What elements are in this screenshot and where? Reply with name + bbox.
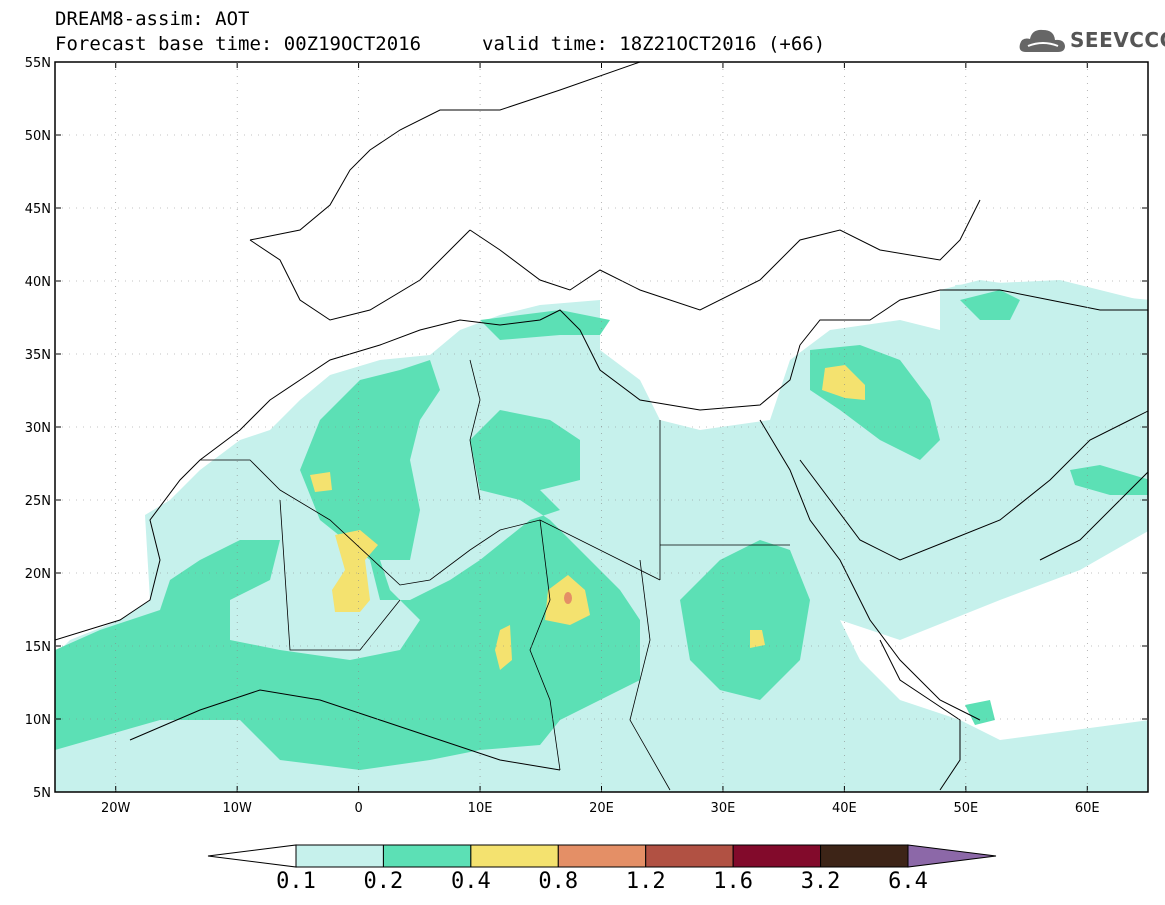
lon-label: 30E <box>711 801 736 816</box>
lon-label: 0 <box>354 801 362 816</box>
colorbar-min-arrow <box>207 844 297 868</box>
colorbar-max-arrow <box>907 844 997 868</box>
lat-label: 20N <box>25 567 51 582</box>
lon-label: 20E <box>589 801 614 816</box>
lat-label: 15N <box>25 640 51 655</box>
lat-label: 50N <box>25 129 51 144</box>
colorbar-box <box>557 844 647 868</box>
lon-label: 50E <box>953 801 978 816</box>
lon-label: 20W <box>101 801 131 816</box>
lat-label: 40N <box>25 275 51 290</box>
lon-label: 10W <box>222 801 252 816</box>
lat-label: 5N <box>33 786 51 801</box>
logo-text: SEEVCCC <box>1070 28 1165 52</box>
colorbar-box <box>820 844 909 868</box>
colorbar-box <box>470 844 559 868</box>
colorbar-box <box>732 844 822 868</box>
lat-label: 55N <box>25 56 51 71</box>
lat-label: 35N <box>25 348 51 363</box>
aot-level-0.4 <box>310 365 865 670</box>
longitude-axis: 20W 10W 0 10E 20E 30E 40E 50E 60E <box>101 62 1100 816</box>
seevccc-logo: SEEVCCC <box>1018 22 1165 58</box>
aot-fields <box>55 62 1148 792</box>
colorbar-label: 6.4 <box>888 869 928 894</box>
colorbar-label: 0.8 <box>538 869 578 894</box>
lat-label: 10N <box>25 713 51 728</box>
colorbar-label: 0.1 <box>276 869 316 894</box>
lat-label: 25N <box>25 494 51 509</box>
lon-label: 40E <box>832 801 857 816</box>
graticule <box>55 62 1148 792</box>
colorbar-label: 3.2 <box>801 869 841 894</box>
colorbar-box <box>645 844 734 868</box>
borders <box>200 359 790 791</box>
lon-label: 10E <box>468 801 493 816</box>
latitude-axis: 55N 50N 45N 40N 35N 30N 25N 20N 15N 10N 5N <box>25 56 1148 801</box>
colorbar-labels: 0.1 0.2 0.4 0.8 1.2 1.6 3.2 6.4 <box>276 869 928 894</box>
colorbar-box <box>295 844 384 868</box>
cloud-icon <box>1019 29 1065 52</box>
colorbar-boxes <box>207 844 997 868</box>
aot-level-0.8 <box>564 592 572 604</box>
aot-level-0.2 <box>55 290 1148 770</box>
colorbar-label: 0.4 <box>451 869 491 894</box>
map-title: DREAM8-assim: AOT <box>55 8 250 30</box>
valid-time: valid time: 18Z21OCT2016 (+66) <box>482 33 826 55</box>
forecast-base-time: Forecast base time: 00Z19OCT2016 <box>55 33 422 55</box>
lat-label: 45N <box>25 202 51 217</box>
colorbar-label: 1.6 <box>713 869 753 894</box>
colorbar-label: 0.2 <box>364 869 404 894</box>
colorbar-label: 1.2 <box>626 869 666 894</box>
lon-label: 60E <box>1075 801 1100 816</box>
coastlines <box>55 62 1148 791</box>
colorbar-box <box>382 844 472 868</box>
lat-label: 30N <box>25 421 51 436</box>
